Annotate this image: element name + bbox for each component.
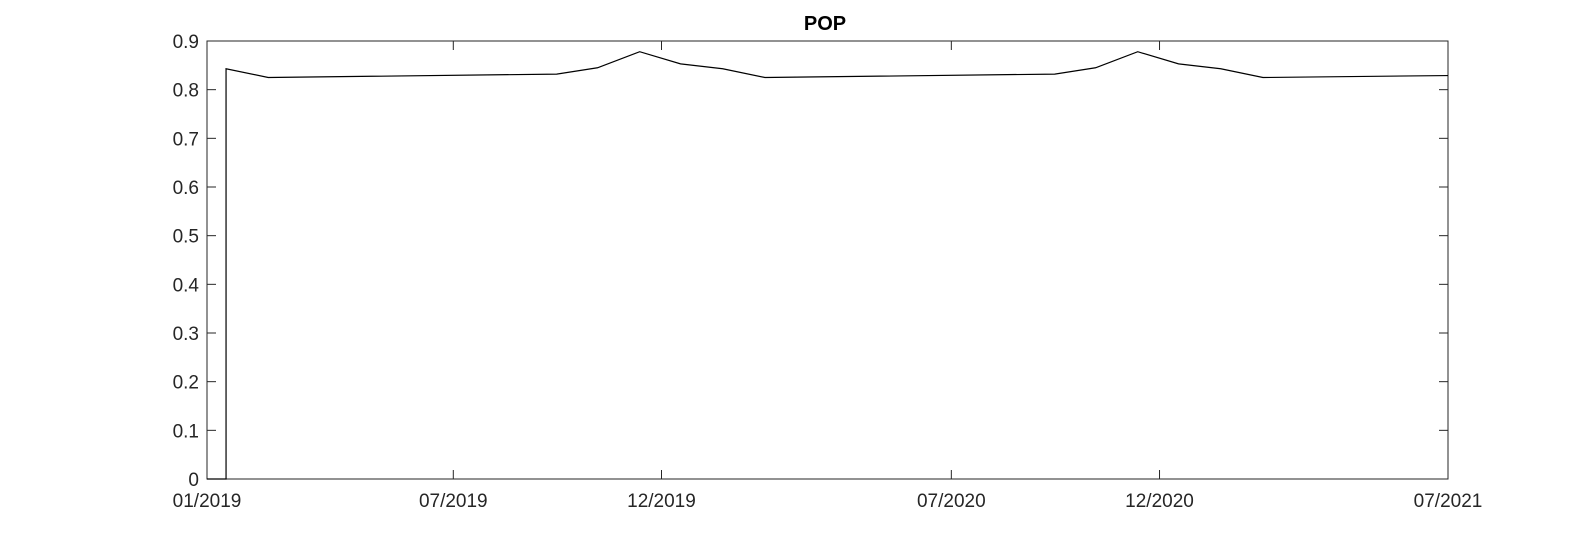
y-tick-label: 0.7: [173, 129, 199, 150]
series-layer: [207, 51, 1449, 480]
chart-title: POP: [804, 13, 846, 35]
x-tick-label: 07/2020: [917, 491, 986, 512]
y-tick-label: 0.2: [173, 373, 199, 394]
plot-area: [206, 40, 1449, 480]
y-tick-label: 0.3: [173, 324, 199, 345]
y-tick-label: 0.4: [173, 275, 200, 296]
x-tick-label: 07/2021: [1414, 491, 1483, 512]
y-tick-label: 0.9: [173, 32, 199, 53]
x-tick-label: 12/2020: [1125, 491, 1194, 512]
y-tick-label: 0.6: [173, 178, 199, 199]
y-tick-label: 0: [188, 470, 199, 491]
series-line-0: [207, 51, 1449, 480]
x-tick-label: 12/2019: [627, 491, 696, 512]
y-tick-label: 0.8: [173, 81, 199, 102]
x-axis: 01/2019 07/2019 12/2019 07/2020 12/2020 07/20…: [173, 41, 1483, 512]
x-tick-label: 07/2019: [419, 491, 488, 512]
y-tick-label: 0.1: [173, 421, 199, 442]
x-tick-label: 01/2019: [173, 491, 242, 512]
y-axis: 0 0.1 0.2 0.3 0.4 0.5 0.6 0.7 0.8 0.9: [173, 32, 1448, 491]
y-tick-label: 0.5: [173, 227, 199, 248]
